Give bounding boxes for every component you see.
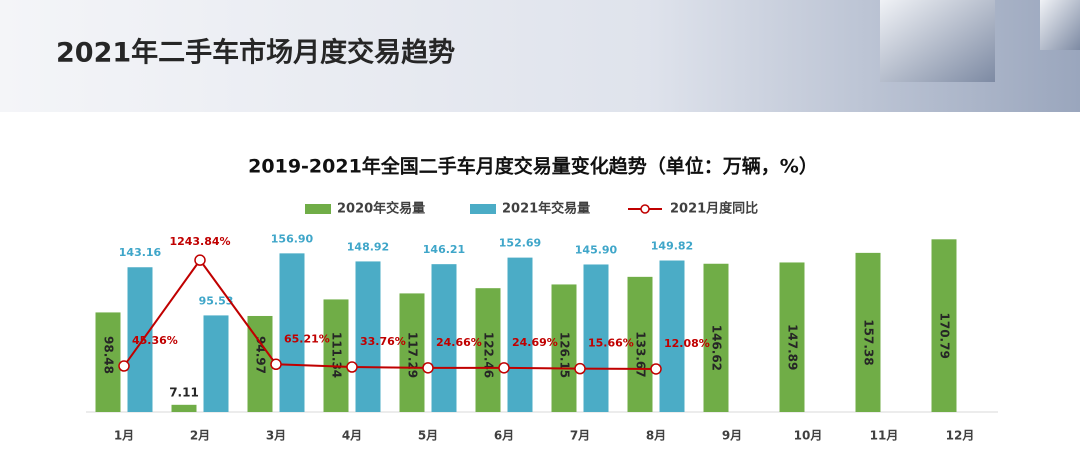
data-label: 12.08% (664, 337, 710, 350)
bar (779, 262, 805, 412)
data-label: 98.48 (102, 336, 116, 374)
data-label: 143.16 (119, 246, 162, 259)
line-marker (270, 358, 282, 371)
bar (627, 276, 653, 412)
legend-swatch (640, 204, 650, 214)
bar (931, 239, 957, 412)
data-label: 152.69 (499, 237, 541, 250)
x-tick-label: 2月 (190, 429, 210, 443)
data-label: 33.76% (360, 335, 406, 348)
data-label: 45.36% (132, 334, 178, 347)
plot: 1月 2月 3月 4月 5月 6月 7月 8月 9月 10月 11月 12月 98.48 7.11 94.9… (86, 232, 998, 443)
data-label: 157.38 (862, 319, 876, 365)
data-label: 7.11 (169, 385, 199, 399)
bar (203, 315, 229, 412)
data-label: 122.46 (482, 332, 496, 378)
data-label: 149.82 (651, 240, 693, 253)
bar (703, 263, 729, 412)
data-label: 148.92 (347, 240, 389, 253)
bar (507, 257, 533, 412)
data-label: 15.66% (588, 337, 634, 350)
data-label: 146.21 (423, 243, 465, 256)
x-tick-label: 9月 (722, 429, 742, 443)
bar (551, 284, 577, 412)
bar (431, 264, 457, 412)
x-tick-label: 11月 (870, 429, 899, 443)
x-tick-label: 8月 (646, 429, 666, 443)
bar (855, 252, 881, 412)
data-label: 24.66% (436, 336, 482, 349)
decor-cube (1040, 0, 1080, 50)
header-title: 2021年二手车市场月度交易趋势 (56, 37, 455, 69)
x-tick-label: 3月 (266, 429, 286, 443)
legend: 2020年交易量 2021年交易量 2021月度同比 (305, 201, 758, 217)
data-label: 94.97 (254, 336, 268, 374)
legend-label: 2021月度同比 (670, 201, 758, 217)
bar (659, 260, 685, 412)
chart-title: 2019-2021年全国二手车月度交易量变化趋势（单位：万辆，%） (248, 155, 818, 178)
line-marker (422, 362, 434, 374)
line-marker (574, 362, 586, 375)
line-marker (650, 363, 662, 375)
line-marker (194, 254, 206, 266)
x-tick-label: 12月 (946, 429, 975, 443)
data-label: 146.62 (710, 325, 724, 371)
x-tick-label: 6月 (494, 429, 514, 443)
line-marker (346, 361, 358, 373)
legend-label: 2020年交易量 (337, 201, 425, 217)
bar (171, 404, 197, 412)
legend-swatch (305, 204, 331, 214)
bar (95, 312, 121, 412)
data-label: 145.90 (575, 243, 618, 256)
bar (127, 267, 153, 412)
bar (475, 288, 501, 412)
data-label: 24.69% (512, 336, 558, 349)
x-tick-label: 5月 (418, 429, 438, 443)
bar (355, 261, 381, 412)
x-tick-label: 7月 (570, 429, 590, 443)
line-marker (498, 362, 510, 374)
line-marker (118, 360, 130, 372)
legend-swatch (470, 204, 496, 214)
line (123, 258, 657, 370)
data-label: 1243.84% (169, 235, 230, 248)
decor-cube (880, 0, 995, 82)
data-label: 156.90 (271, 232, 314, 245)
x-tick-label: 1月 (114, 429, 134, 443)
legend-label: 2021年交易量 (502, 201, 590, 217)
data-label: 111.34 (330, 332, 344, 378)
x-tick-label: 10月 (794, 429, 823, 443)
data-label: 117.29 (406, 332, 420, 378)
data-label: 65.21% (284, 332, 330, 345)
bar (583, 264, 609, 412)
x-tick-label: 4月 (342, 429, 362, 443)
data-label: 147.89 (786, 324, 800, 370)
data-label: 95.53 (199, 294, 234, 307)
bar (279, 253, 305, 412)
data-label: 126.15 (558, 332, 572, 378)
data-label: 170.79 (938, 312, 952, 358)
bar (323, 299, 349, 412)
data-label: 133.67 (634, 331, 648, 377)
bar (399, 293, 425, 412)
